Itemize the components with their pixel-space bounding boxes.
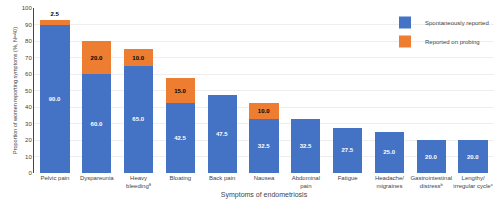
svg-text:25.0: 25.0 (383, 149, 395, 155)
svg-text:42.5: 42.5 (174, 135, 186, 141)
svg-text:90: 90 (25, 22, 32, 28)
svg-text:Spontaneously reported: Spontaneously reported (425, 20, 489, 26)
svg-text:65.0: 65.0 (132, 116, 144, 122)
svg-text:10.0: 10.0 (258, 108, 270, 114)
svg-text:Heavybleedingª: Heavybleedingª (126, 175, 152, 189)
svg-text:90.0: 90.0 (49, 96, 61, 102)
svg-text:80: 80 (25, 38, 32, 44)
svg-text:100: 100 (22, 5, 33, 11)
svg-text:47.5: 47.5 (216, 131, 228, 137)
svg-text:10: 10 (25, 154, 32, 160)
svg-text:Nausea: Nausea (254, 175, 275, 181)
svg-text:60: 60 (25, 71, 32, 77)
svg-text:32.5: 32.5 (300, 143, 312, 149)
svg-text:20.0: 20.0 (91, 55, 103, 61)
svg-text:Proportion of women reporting: Proportion of women reporting symptoms (… (12, 27, 18, 154)
svg-text:70: 70 (25, 55, 32, 61)
svg-text:30: 30 (25, 121, 32, 127)
svg-text:Back pain: Back pain (209, 175, 235, 181)
svg-text:Abdominalpain: Abdominalpain (292, 175, 320, 189)
svg-text:Reported on probing: Reported on probing (425, 39, 480, 45)
svg-text:Headache/migraines: Headache/migraines (375, 175, 404, 189)
svg-text:10.0: 10.0 (132, 55, 144, 61)
svg-text:20.0: 20.0 (425, 154, 437, 160)
svg-text:Lengthy/irregular cycleᶜ: Lengthy/irregular cycleᶜ (453, 175, 492, 189)
svg-text:20: 20 (25, 137, 32, 143)
svg-text:Gastrointestinaldistressᵇ: Gastrointestinaldistressᵇ (410, 175, 452, 189)
svg-text:Bloating: Bloating (170, 175, 192, 181)
svg-text:32.5: 32.5 (258, 143, 270, 149)
svg-text:2.5: 2.5 (50, 11, 59, 17)
svg-text:Symptoms of endometriosis: Symptoms of endometriosis (221, 191, 308, 199)
svg-text:Fatigue: Fatigue (338, 175, 359, 181)
svg-text:0: 0 (28, 170, 32, 176)
svg-text:60.0: 60.0 (91, 121, 103, 127)
svg-text:Dyspareunia: Dyspareunia (80, 175, 114, 181)
svg-text:Pelvic pain: Pelvic pain (40, 175, 69, 181)
svg-text:27.5: 27.5 (341, 147, 353, 153)
svg-text:15.0: 15.0 (174, 88, 186, 94)
svg-text:50: 50 (25, 88, 32, 94)
svg-text:20.0: 20.0 (467, 154, 479, 160)
svg-text:40: 40 (25, 104, 32, 110)
